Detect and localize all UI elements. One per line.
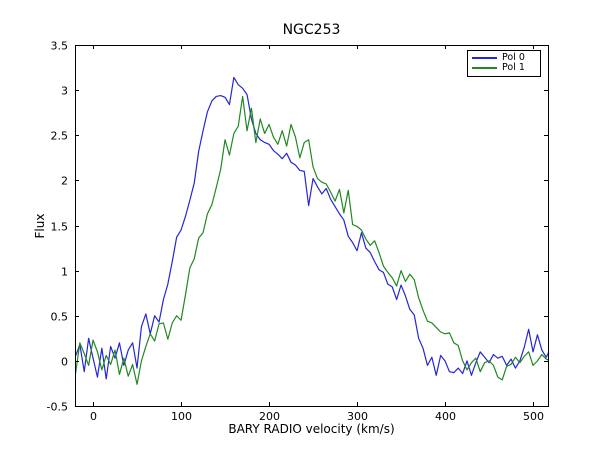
y-tick-label: 2 (61, 175, 68, 188)
y-tick-label: 0 (61, 356, 68, 369)
x-tick-label: 300 (347, 410, 368, 423)
y-tick-label: 3.5 (51, 40, 69, 53)
legend-entry-pol1: Pol 1 (472, 63, 536, 73)
y-tick-label: 2.5 (51, 130, 69, 143)
legend-label-pol1: Pol 1 (502, 62, 525, 73)
y-tick-label: 1 (61, 266, 68, 279)
legend-line-pol1 (472, 67, 497, 69)
x-tick-label: 500 (523, 410, 544, 423)
y-tick-label: 1.5 (51, 221, 69, 234)
series-line-pol-0 (75, 76, 548, 380)
legend-label-pol0: Pol 0 (502, 52, 525, 63)
legend-entry-pol0: Pol 0 (472, 53, 536, 63)
x-tick-label: 400 (435, 410, 456, 423)
y-tick-label: -0.5 (47, 401, 68, 414)
x-tick-label: 0 (90, 410, 97, 423)
y-axis-label: Flux (33, 213, 47, 239)
plot-frame (75, 45, 549, 407)
x-tick-label: 200 (259, 410, 280, 423)
chart-title: NGC253 (282, 22, 341, 38)
x-tick-label: 100 (171, 410, 192, 423)
y-tick-label: 3 (61, 85, 68, 98)
series-line-pol-1 (75, 95, 548, 385)
x-axis-label: BARY RADIO velocity (km/s) (228, 422, 395, 436)
legend-box: Pol 0 Pol 1 (467, 50, 541, 77)
legend-line-pol0 (472, 57, 497, 59)
y-tick-label: 0.5 (51, 311, 69, 324)
